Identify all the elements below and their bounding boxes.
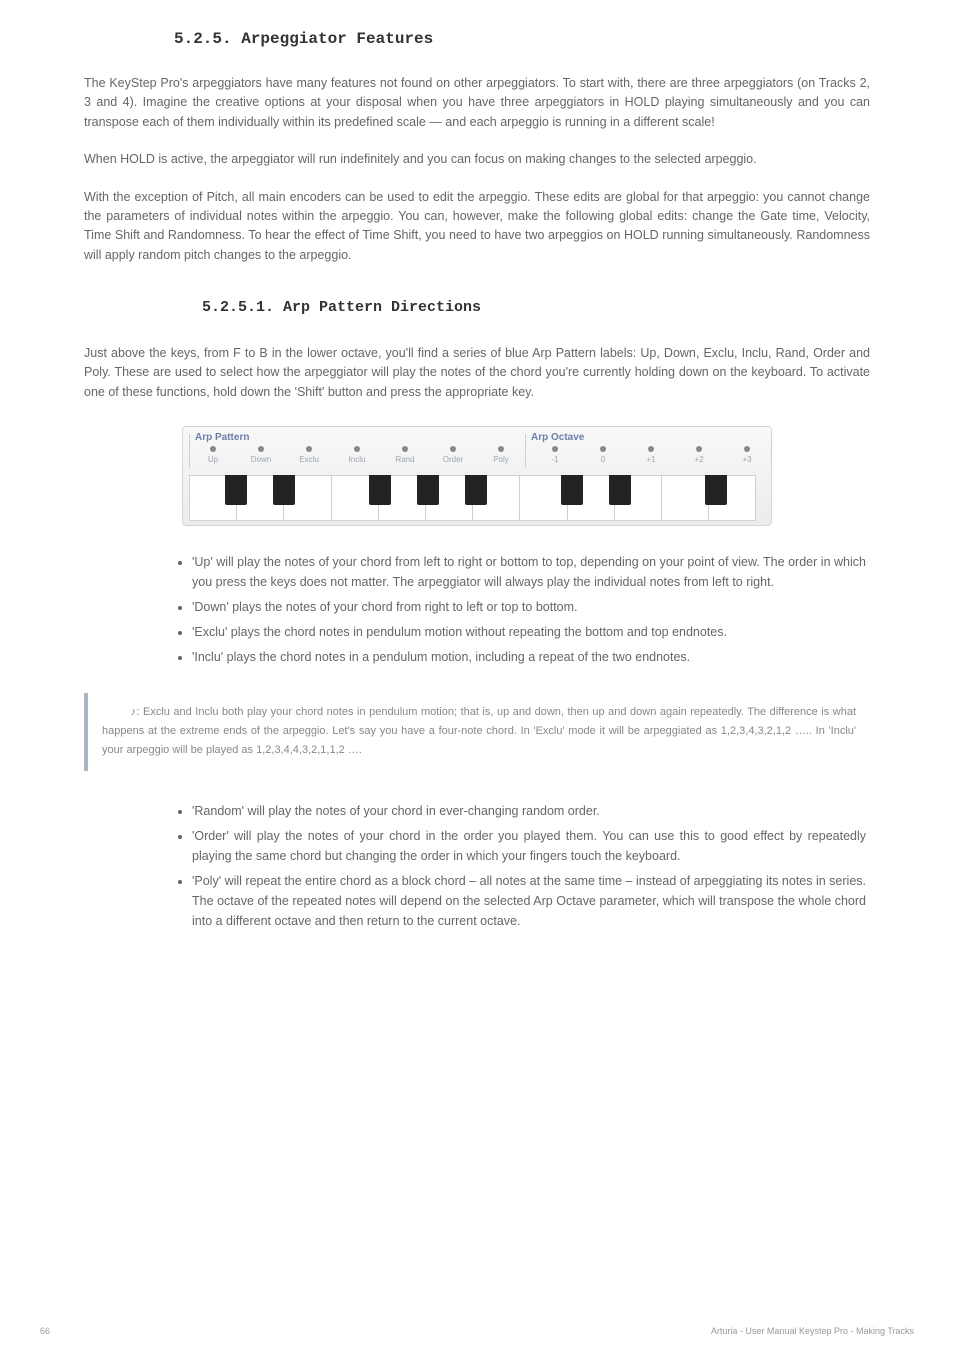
list-item: 'Up' will play the notes of your chord f…	[192, 552, 870, 592]
black-key	[273, 475, 295, 505]
keyboard-column-label: Up	[189, 455, 237, 464]
dot-icon	[498, 446, 504, 452]
keyboard-column-label: Down	[237, 455, 285, 464]
keyboard-column-label: 0	[579, 455, 627, 464]
list-item: 'Down' plays the notes of your chord fro…	[192, 597, 870, 617]
keyboard-keys	[189, 475, 765, 521]
black-key	[561, 475, 583, 505]
black-key	[705, 475, 727, 505]
section-heading: 5.2.5. Arpeggiator Features	[174, 30, 870, 48]
keyboard-divider	[771, 434, 772, 468]
keyboard-column: 0	[579, 446, 627, 464]
bullet-list-2: 'Random' will play the notes of your cho…	[174, 801, 870, 931]
keyboard-column: Exclu	[285, 446, 333, 464]
dot-icon	[354, 446, 360, 452]
dot-icon	[402, 446, 408, 452]
paragraph-4: Just above the keys, from F to B in the …	[84, 344, 870, 402]
black-key	[609, 475, 631, 505]
paragraph-3: With the exception of Pitch, all main en…	[84, 188, 870, 266]
document-page: 5.2.5. Arpeggiator Features The KeyStep …	[0, 0, 954, 1354]
list-item: 'Order' will play the notes of your chor…	[192, 826, 870, 866]
dot-icon	[552, 446, 558, 452]
dot-icon	[744, 446, 750, 452]
arp-pattern-label: Arp Pattern	[195, 432, 249, 443]
keyboard-column: Poly	[477, 446, 525, 464]
keyboard-column: Rand	[381, 446, 429, 464]
dot-icon	[258, 446, 264, 452]
keyboard-column-label: +2	[675, 455, 723, 464]
list-item: 'Exclu' plays the chord notes in pendulu…	[192, 622, 870, 642]
dot-icon	[210, 446, 216, 452]
keyboard-divider	[525, 434, 526, 468]
callout-text: ♪: Exclu and Inclu both play your chord …	[102, 703, 856, 759]
paragraph-2: When HOLD is active, the arpeggiator wil…	[84, 150, 870, 169]
page-footer: 66 Arturia - User Manual Keystep Pro - M…	[0, 1326, 954, 1336]
keyboard-column: Down	[237, 446, 285, 464]
keyboard-column-label: +1	[627, 455, 675, 464]
list-item: 'Poly' will repeat the entire chord as a…	[192, 871, 870, 931]
black-key	[369, 475, 391, 505]
keyboard-column: -1	[531, 446, 579, 464]
keyboard-column-label: Poly	[477, 455, 525, 464]
keyboard-labels: Arp Pattern Arp Octave UpDownExcluIncluR…	[183, 432, 771, 462]
page-number: 66	[40, 1326, 50, 1336]
keyboard-column: +2	[675, 446, 723, 464]
black-key	[225, 475, 247, 505]
keyboard-column: +3	[723, 446, 771, 464]
keyboard-column: Up	[189, 446, 237, 464]
bullet-list-1: 'Up' will play the notes of your chord f…	[174, 552, 870, 667]
keyboard-column-label: -1	[531, 455, 579, 464]
keyboard-figure: Arp Pattern Arp Octave UpDownExcluIncluR…	[182, 426, 772, 526]
keyboard-column-label: +3	[723, 455, 771, 464]
callout-note: ♪: Exclu and Inclu both play your chord …	[84, 693, 870, 771]
footer-title: Arturia - User Manual Keystep Pro - Maki…	[711, 1326, 914, 1336]
dot-icon	[696, 446, 702, 452]
dot-icon	[600, 446, 606, 452]
subsection-heading: 5.2.5.1. Arp Pattern Directions	[202, 299, 870, 316]
keyboard-column-label: Order	[429, 455, 477, 464]
keyboard-column-label: Rand	[381, 455, 429, 464]
arp-octave-label: Arp Octave	[531, 432, 584, 443]
keyboard-column: Inclu	[333, 446, 381, 464]
dot-icon	[648, 446, 654, 452]
paragraph-1: The KeyStep Pro's arpeggiators have many…	[84, 74, 870, 132]
list-item: 'Random' will play the notes of your cho…	[192, 801, 870, 821]
dot-icon	[450, 446, 456, 452]
keyboard-column: +1	[627, 446, 675, 464]
note-icon	[102, 705, 126, 715]
white-key	[661, 475, 709, 521]
dot-icon	[306, 446, 312, 452]
black-key	[417, 475, 439, 505]
keyboard-column: Order	[429, 446, 477, 464]
list-item: 'Inclu' plays the chord notes in a pendu…	[192, 647, 870, 667]
keyboard-column-label: Inclu	[333, 455, 381, 464]
keyboard-column-label: Exclu	[285, 455, 333, 464]
black-key	[465, 475, 487, 505]
